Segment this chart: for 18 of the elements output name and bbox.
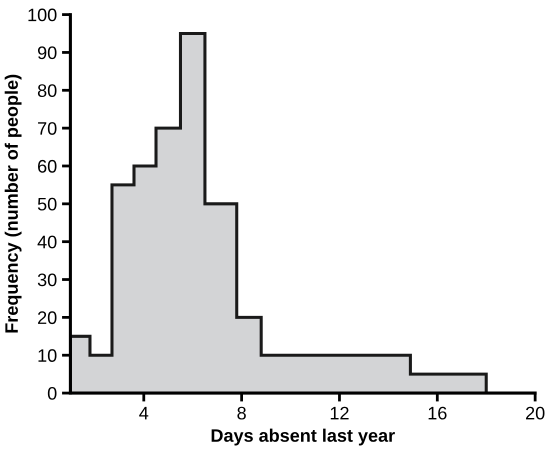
y-tick-label: 30 bbox=[38, 273, 56, 286]
y-tick-label: 70 bbox=[38, 122, 56, 135]
y-tick-label: 100 bbox=[28, 8, 56, 22]
y-tick-label: 40 bbox=[38, 236, 56, 248]
y-tick-label: 60 bbox=[38, 160, 56, 173]
y-tick-label: 20 bbox=[38, 311, 56, 324]
y-tick-label: 10 bbox=[38, 349, 56, 362]
y-tick-label: 80 bbox=[38, 84, 56, 98]
x-axis-title: Days absent last year bbox=[212, 428, 395, 446]
y-tick-label: 50 bbox=[38, 198, 56, 211]
x-tick-label: 20 bbox=[526, 406, 544, 420]
x-tick-label: 16 bbox=[428, 406, 447, 420]
x-tick-label: 12 bbox=[330, 406, 349, 420]
x-tick-label: 8 bbox=[237, 406, 246, 420]
y-axis-title: Frequency (number of people) bbox=[4, 74, 22, 333]
y-tick-label: 90 bbox=[38, 46, 56, 60]
y-tick-label: 0 bbox=[48, 387, 56, 400]
x-tick-label: 4 bbox=[139, 406, 148, 420]
